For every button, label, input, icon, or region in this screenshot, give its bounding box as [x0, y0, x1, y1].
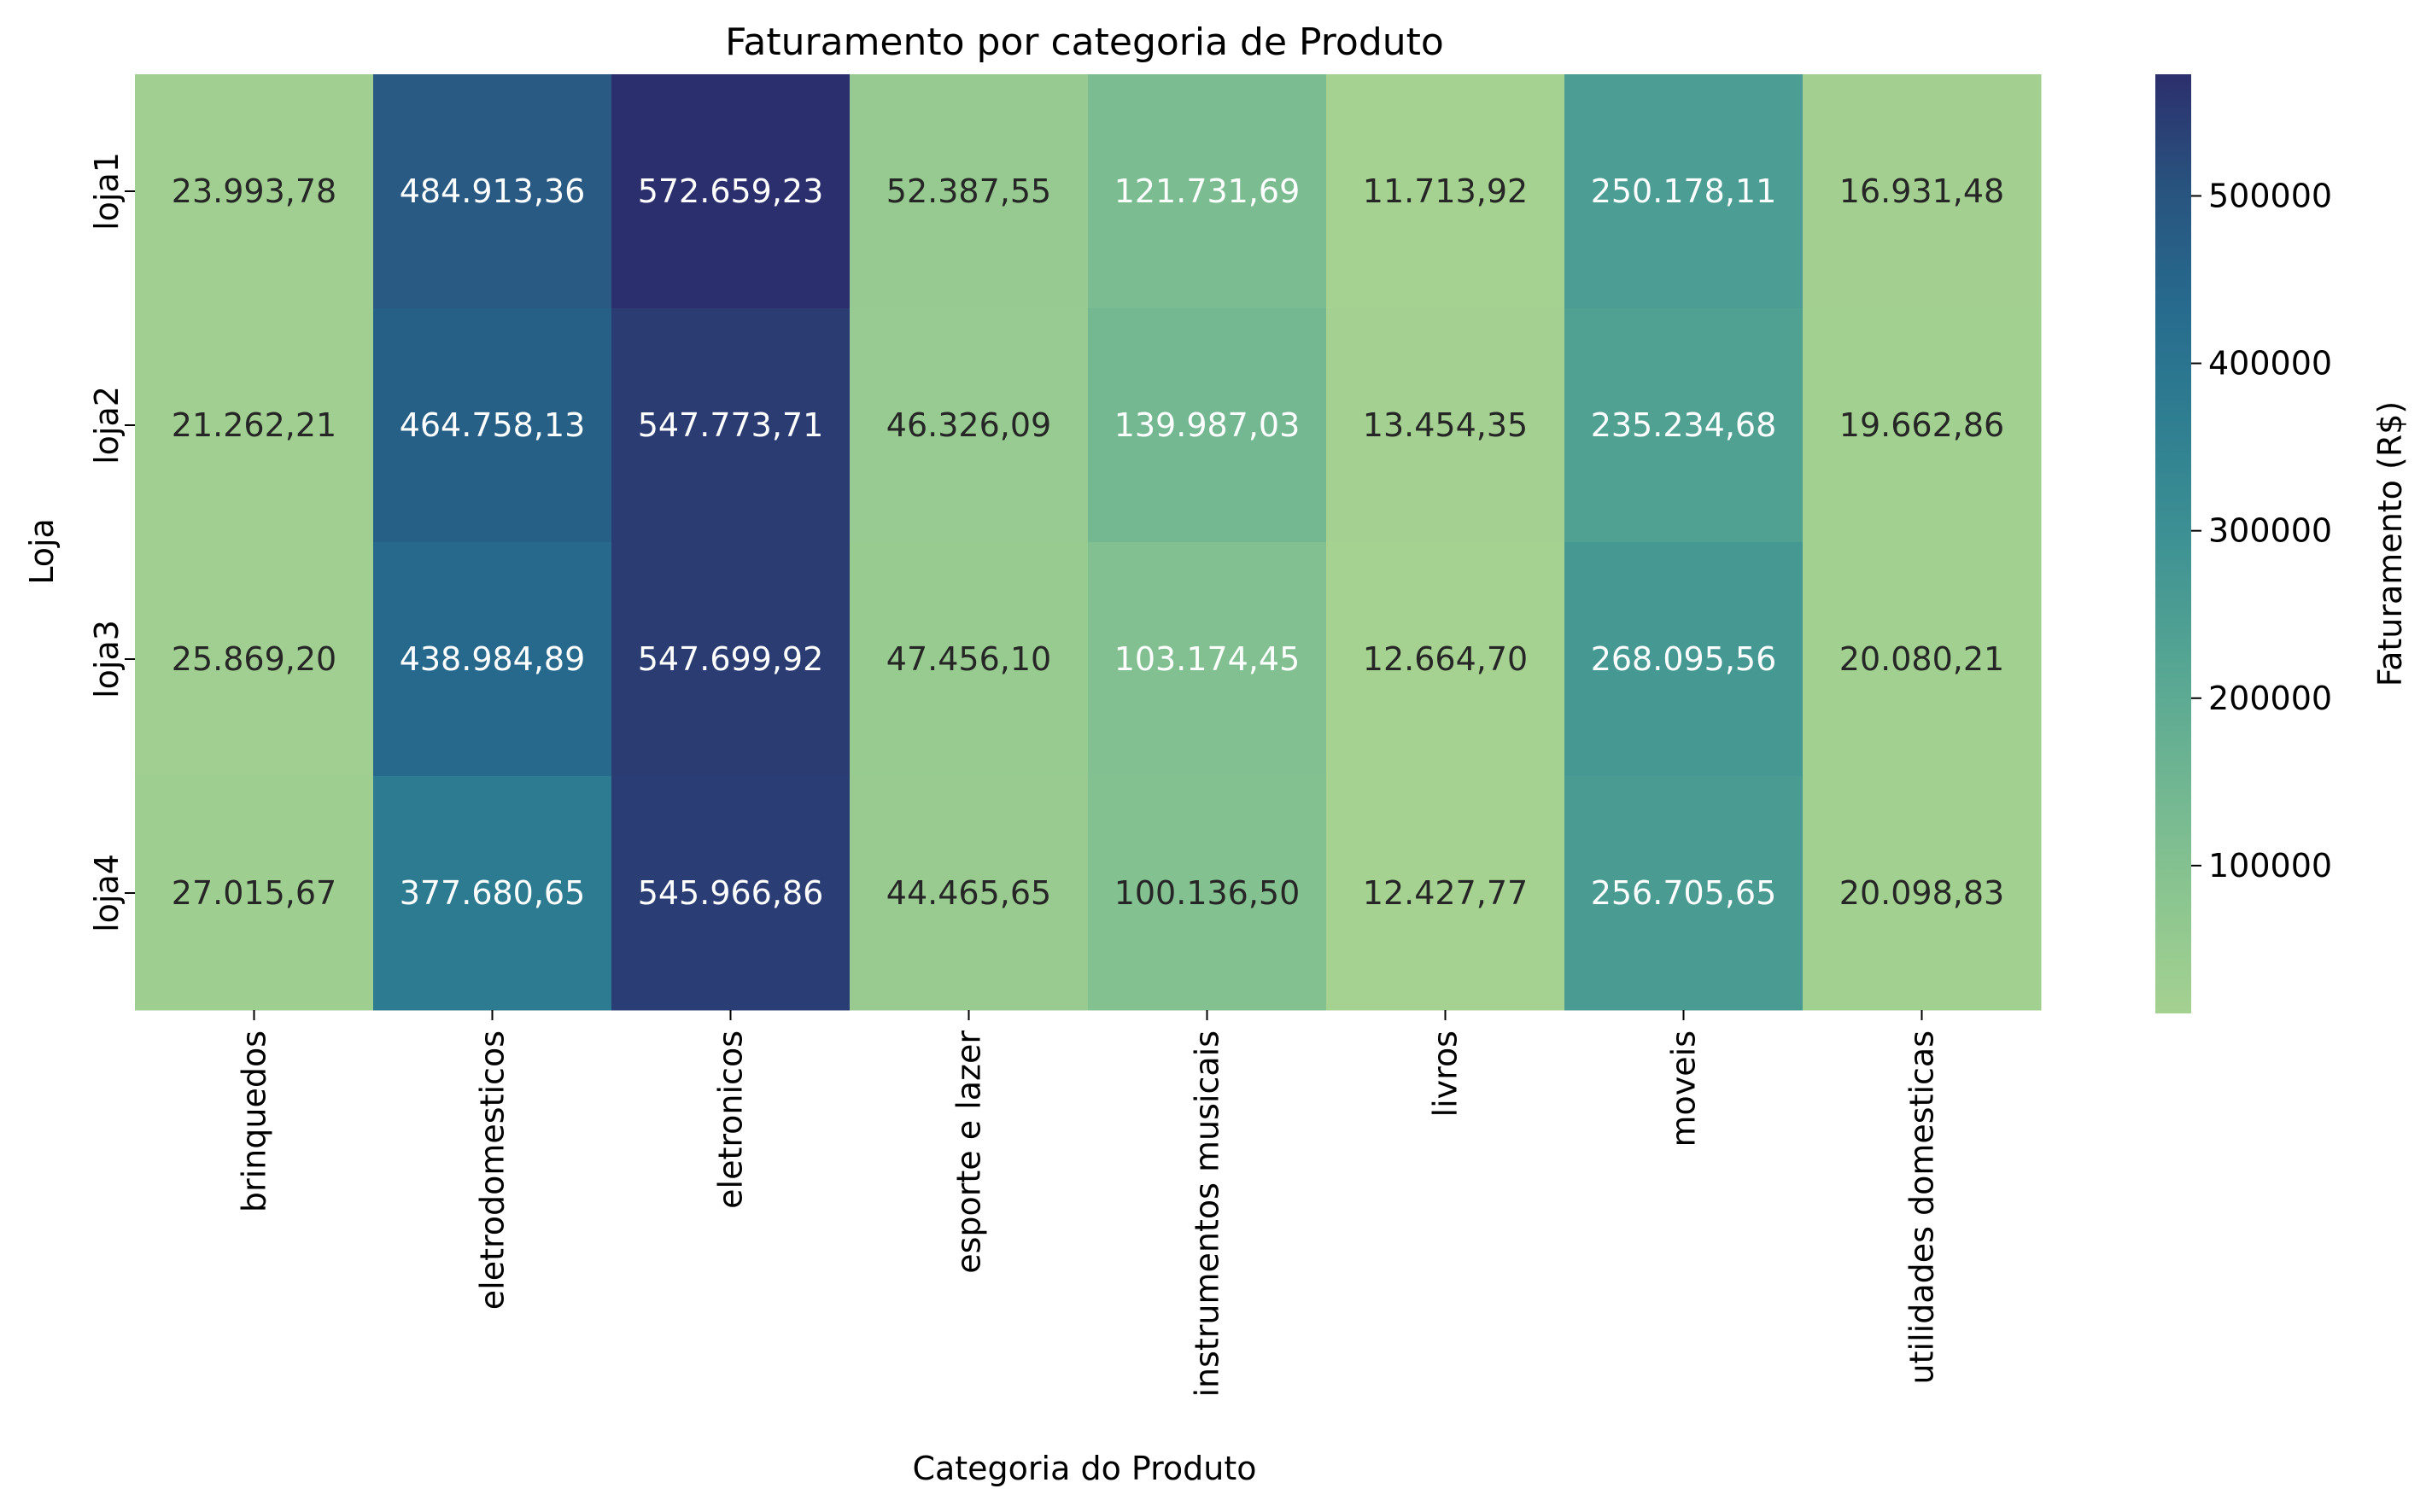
cell-value-label: 16.931,48 — [1839, 172, 2004, 210]
cell-value-label: 27.015,67 — [172, 874, 336, 912]
cell-value-label: 256.705,65 — [1591, 874, 1777, 912]
heatmap-cell — [1564, 308, 1804, 543]
heatmap-cell — [850, 74, 1089, 309]
heatmap-cell — [611, 308, 851, 543]
chart-title: Faturamento por categoria de Produto — [725, 20, 1444, 64]
heatmap-cell — [850, 776, 1089, 1011]
x-tick-label: livros — [1427, 1030, 1464, 1117]
cell-value-label: 20.080,21 — [1839, 640, 2004, 678]
colorbar-ticks: 100000 200000 300000 400000 500000 — [2191, 177, 2332, 884]
colorbar-tick-label: 100000 — [2208, 847, 2332, 884]
y-tick-label: loja1 — [88, 152, 126, 231]
heatmap-cell — [850, 542, 1089, 777]
heatmap-cell-labels: 23.993,78 484.913,36 572.659,23 52.387,55 12… — [172, 172, 2004, 912]
x-tick-label: brinquedos — [236, 1030, 273, 1212]
cell-value-label: 13.454,35 — [1363, 406, 1528, 444]
heatmap-cell — [135, 776, 374, 1011]
heatmap-cell — [850, 308, 1089, 543]
cell-value-label: 547.699,92 — [638, 640, 824, 678]
cell-value-label: 12.427,77 — [1363, 874, 1528, 912]
y-tick-label: loja2 — [88, 386, 126, 464]
cell-value-label: 47.456,10 — [886, 640, 1051, 678]
cell-value-label: 21.262,21 — [172, 406, 336, 444]
cell-value-label: 250.178,11 — [1591, 172, 1777, 210]
heatmap-cell — [1088, 776, 1327, 1011]
heatmap-cell — [1326, 74, 1565, 309]
x-tick-label: moveis — [1665, 1030, 1703, 1147]
heatmap-cells — [135, 74, 2042, 1011]
cell-value-label: 377.680,65 — [400, 874, 586, 912]
x-tick-label: instrumentos musicais — [1189, 1030, 1226, 1398]
cell-value-label: 464.758,13 — [400, 406, 586, 444]
x-tick-label: esporte e lazer — [950, 1030, 988, 1274]
colorbar-tick-label: 200000 — [2208, 680, 2332, 717]
cell-value-label: 139.987,03 — [1114, 406, 1301, 444]
y-tick-label: loja3 — [88, 620, 126, 698]
heatmap-cell — [135, 542, 374, 777]
heatmap-cell — [135, 74, 374, 309]
heatmap-cell — [1564, 74, 1804, 309]
cell-value-label: 438.984,89 — [400, 640, 586, 678]
heatmap-cell — [611, 776, 851, 1011]
colorbar — [2155, 74, 2191, 1013]
cell-value-label: 484.913,36 — [400, 172, 586, 210]
colorbar-tick-label: 300000 — [2208, 512, 2332, 550]
heatmap-cell — [1326, 542, 1565, 777]
cell-value-label: 547.773,71 — [638, 406, 824, 444]
colorbar-label: Faturamento (R$) — [2371, 401, 2409, 687]
cell-value-label: 100.136,50 — [1114, 874, 1301, 912]
heatmap-cell — [1088, 308, 1327, 543]
cell-value-label: 52.387,55 — [886, 172, 1051, 210]
heatmap-cell — [1803, 542, 2042, 777]
heatmap-cell — [1088, 74, 1327, 309]
cell-value-label: 545.966,86 — [638, 874, 824, 912]
y-axis-ticks: loja1 loja2 loja3 loja4 — [88, 152, 135, 932]
x-axis-label: Categoria do Produto — [912, 1450, 1256, 1487]
heatmap-cell — [1088, 542, 1327, 777]
heatmap-cell — [1803, 308, 2042, 543]
y-axis-label: Loja — [23, 518, 61, 585]
heatmap-cell — [1326, 776, 1565, 1011]
heatmap-cell — [1803, 776, 2042, 1011]
colorbar-tick-label: 500000 — [2208, 177, 2332, 214]
cell-value-label: 121.731,69 — [1114, 172, 1301, 210]
heatmap-cell — [373, 308, 612, 543]
cell-value-label: 572.659,23 — [638, 172, 824, 210]
heatmap-cell — [611, 74, 851, 309]
heatmap-cell — [1564, 776, 1804, 1011]
cell-value-label: 12.664,70 — [1363, 640, 1528, 678]
x-tick-label: eletronicos — [712, 1030, 750, 1209]
cell-value-label: 46.326,09 — [886, 406, 1051, 444]
heatmap-cell — [373, 542, 612, 777]
cell-value-label: 268.095,56 — [1591, 640, 1777, 678]
cell-value-label: 23.993,78 — [172, 172, 336, 210]
heatmap-cell — [1803, 74, 2042, 309]
x-axis-ticks: brinquedos eletrodomesticos eletronicos esp… — [236, 1010, 1941, 1398]
cell-value-label: 25.869,20 — [172, 640, 336, 678]
cell-value-label: 20.098,83 — [1839, 874, 2004, 912]
heatmap-cell — [135, 308, 374, 543]
heatmap-cell — [1326, 308, 1565, 543]
cell-value-label: 235.234,68 — [1591, 406, 1777, 444]
heatmap-cell — [373, 776, 612, 1011]
cell-value-label: 11.713,92 — [1363, 172, 1528, 210]
cell-value-label: 19.662,86 — [1839, 406, 2004, 444]
x-tick-label: eletrodomesticos — [474, 1030, 512, 1310]
cell-value-label: 103.174,45 — [1114, 640, 1301, 678]
y-tick-label: loja4 — [88, 854, 126, 932]
x-tick-label: utilidades domesticas — [1903, 1030, 1941, 1384]
heatmap-cell — [611, 542, 851, 777]
heatmap-cell — [373, 74, 612, 309]
heatmap-cell — [1564, 542, 1804, 777]
colorbar-tick-label: 400000 — [2208, 345, 2332, 382]
cell-value-label: 44.465,65 — [886, 874, 1051, 912]
